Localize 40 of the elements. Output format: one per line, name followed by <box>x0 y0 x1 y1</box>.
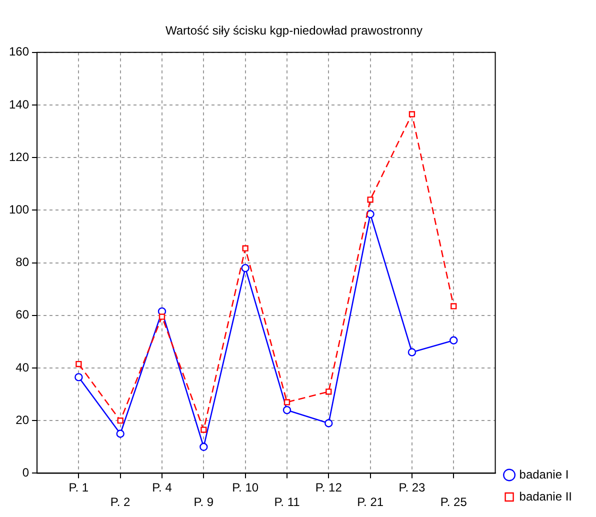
point <box>200 442 208 451</box>
point <box>324 419 333 428</box>
x-tick-label: P. 4 <box>152 480 172 495</box>
point <box>450 336 458 344</box>
point <box>408 111 416 118</box>
x-tick-label: P. 10 <box>232 480 259 495</box>
chart-title: Wartość siły ścisku kgp-niedowład prawostronny <box>166 24 422 38</box>
point <box>116 430 124 438</box>
x-tick-label: P. 23 <box>398 480 426 495</box>
point <box>408 348 416 356</box>
legend-label: badanie I <box>519 467 569 482</box>
x-tick-label: P. 21 <box>357 495 384 510</box>
point <box>242 245 248 252</box>
point <box>76 360 82 368</box>
y-tick-label: 100 <box>8 202 30 217</box>
point <box>282 406 292 414</box>
x-tick-label: P. 1 <box>68 480 89 495</box>
x-tick-label: P. 11 <box>274 495 300 510</box>
point <box>74 373 83 382</box>
point <box>241 264 250 272</box>
point <box>326 388 332 395</box>
x-tick-label: P. 12 <box>315 480 342 495</box>
point <box>450 303 457 310</box>
y-tick-label: 0 <box>22 466 30 480</box>
legend-label: badanie II <box>519 489 572 504</box>
x-tick-label: P. 9 <box>194 495 214 510</box>
y-tick-label: 160 <box>8 44 30 59</box>
y-tick-label: 140 <box>8 97 30 112</box>
x-tick-label: P. 25 <box>440 495 468 510</box>
y-tick-label: 80 <box>16 255 30 270</box>
y-tick-label: 40 <box>16 360 30 374</box>
y-tick-label: 20 <box>16 412 30 427</box>
y-tick-label: 120 <box>8 150 30 164</box>
point <box>200 426 207 433</box>
point <box>367 196 374 203</box>
x-tick-label: P. 2 <box>110 495 131 510</box>
y-tick-label: 60 <box>16 308 30 322</box>
point <box>158 314 166 320</box>
point <box>117 418 124 424</box>
point <box>284 399 290 406</box>
